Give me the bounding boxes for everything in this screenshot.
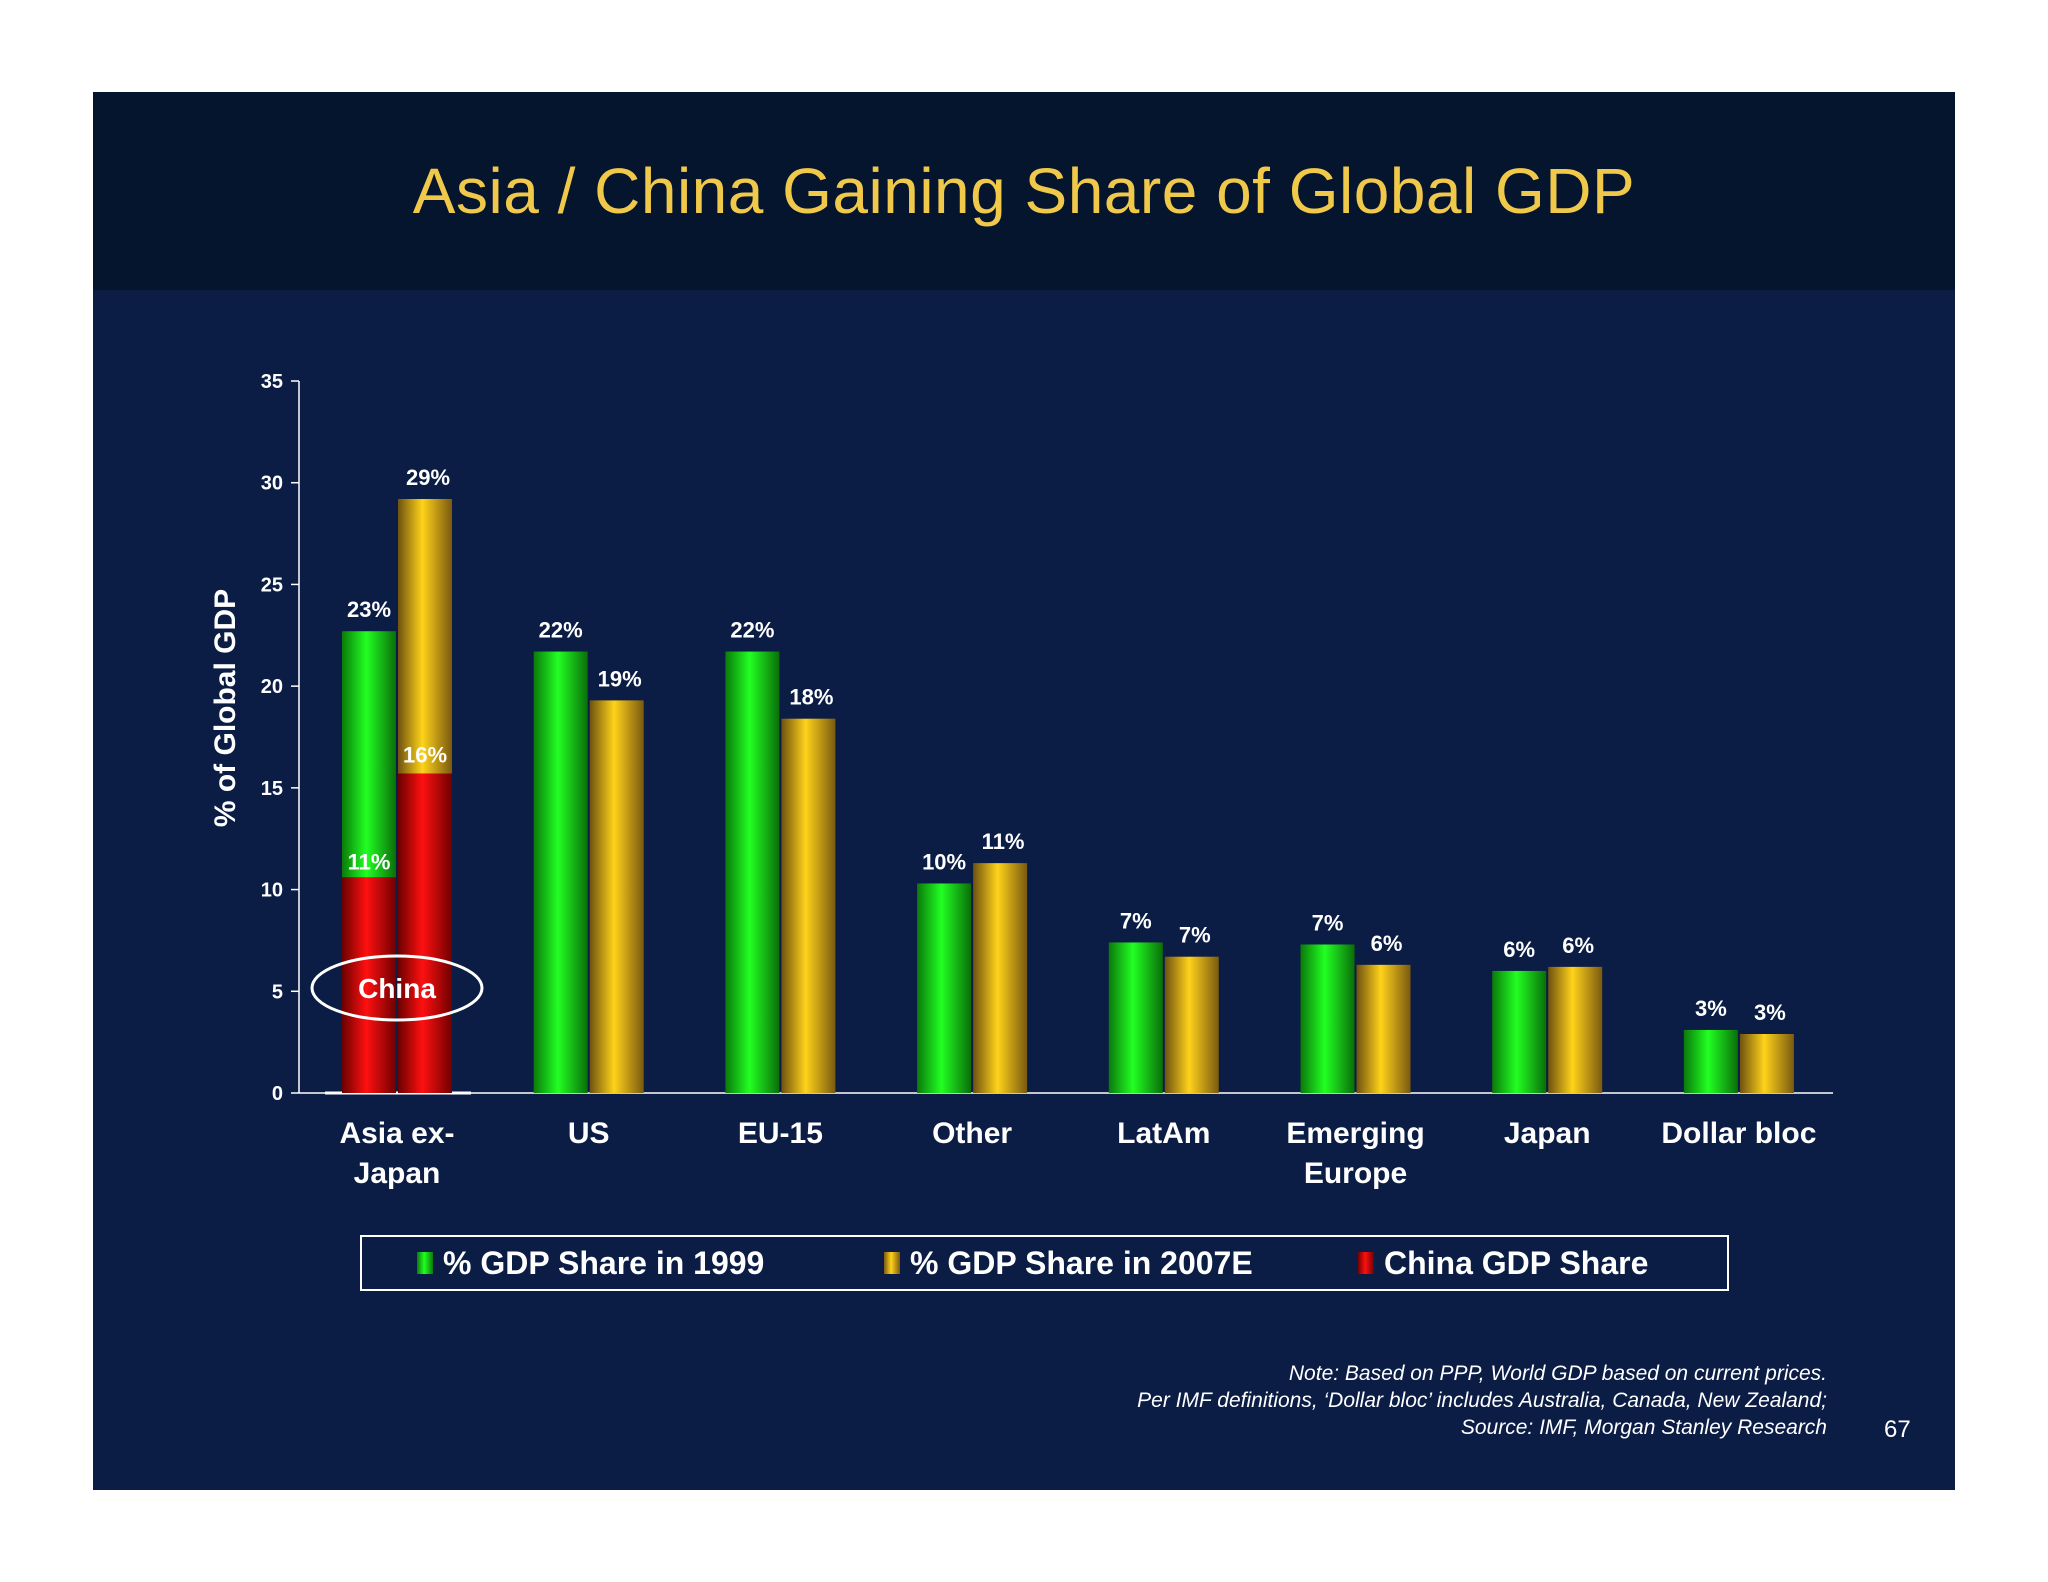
bar-1999 — [1108, 942, 1163, 1093]
data-label-1999: 23% — [347, 597, 391, 622]
x-category-label: Japan — [1504, 1117, 1591, 1150]
note-line: Source: IMF, Morgan Stanley Research — [1460, 1416, 1827, 1439]
y-tick-label: 30 — [261, 473, 283, 495]
legend-label-1999: % GDP Share in 1999 — [443, 1244, 765, 1281]
bar-1999 — [1492, 970, 1547, 1093]
data-label-1999: 22% — [730, 618, 774, 643]
bar-china-2007e — [398, 773, 452, 1093]
data-label-2007e: 11% — [982, 829, 1025, 854]
y-tick-label: 25 — [261, 574, 283, 596]
gdp-share-chart: % of Global GDP 0 5 10 15 20 25 30 35 Asia ex- J… — [209, 371, 1833, 1190]
bar-china-1999 — [342, 877, 396, 1093]
legend-item-2007e: % GDP Share in 2007E — [884, 1237, 1253, 1289]
bar-1999 — [917, 883, 972, 1093]
data-label-2007e: 6% — [1562, 933, 1594, 958]
bar-2007e — [589, 700, 644, 1093]
data-label-2007e: 19% — [598, 666, 642, 691]
x-category-label: LatAm — [1117, 1117, 1210, 1150]
y-tick-label: 5 — [272, 981, 283, 1003]
legend-label-china: China GDP Share — [1384, 1244, 1649, 1281]
data-label-1999: 10% — [922, 849, 966, 874]
data-label-1999: 7% — [1312, 910, 1344, 935]
x-category-label: EU-15 — [738, 1117, 823, 1150]
bar-2007e — [1356, 964, 1411, 1093]
note-line: Per IMF definitions, ‘Dollar bloc’ inclu… — [1137, 1389, 1827, 1412]
x-category-label: Dollar bloc — [1661, 1117, 1816, 1150]
bar-1999 — [533, 651, 588, 1093]
data-label-1999: 7% — [1120, 908, 1152, 933]
china-callout-ellipse — [310, 954, 484, 1022]
bar-2007e — [973, 863, 1028, 1093]
data-label-2007e: 18% — [789, 685, 833, 710]
y-tick-label: 15 — [261, 778, 283, 800]
legend-item-china: China GDP Share — [1358, 1237, 1648, 1289]
data-label-2007e: 29% — [406, 465, 450, 490]
x-category-label: Asia ex- — [339, 1117, 454, 1150]
note-line: Note: Based on PPP, World GDP based on c… — [1288, 1362, 1827, 1385]
bar-1999 — [1300, 944, 1355, 1093]
bar-1999 — [725, 651, 780, 1093]
bar-2007e — [1548, 966, 1603, 1093]
y-tick-label: 20 — [261, 676, 283, 698]
x-category-label: Emerging — [1286, 1117, 1424, 1150]
bar-1999 — [1683, 1029, 1738, 1093]
y-tick-label: 10 — [261, 880, 283, 902]
y-tick-label: 0 — [272, 1083, 283, 1105]
bar-2007e — [398, 498, 452, 774]
x-category-label: Europe — [1304, 1157, 1407, 1190]
data-label-2007e: 3% — [1754, 1000, 1786, 1025]
slide: Asia / China Gaining Share of Global GDP… — [93, 92, 1955, 1490]
x-category-label: Other — [932, 1117, 1012, 1150]
source-notes: Note: Based on PPP, World GDP based on c… — [1137, 1360, 1827, 1441]
data-label-2007e: 6% — [1371, 931, 1403, 956]
data-label-2007e: 7% — [1179, 923, 1211, 948]
data-label-1999: 22% — [539, 618, 583, 643]
y-axis-label: % of Global GDP — [209, 589, 242, 827]
red-bar-swatch-icon — [1358, 1252, 1374, 1274]
legend: % GDP Share in 1999 % GDP Share in 2007E… — [360, 1235, 1729, 1291]
data-label-1999: 6% — [1503, 937, 1535, 962]
title-band — [93, 92, 1955, 290]
x-category-label: Japan — [354, 1157, 441, 1190]
green-bar-swatch-icon — [417, 1252, 433, 1274]
bar-1999 — [342, 631, 396, 878]
bar-2007e — [1164, 956, 1219, 1093]
legend-item-1999: % GDP Share in 1999 — [417, 1237, 764, 1289]
legend-label-2007e: % GDP Share in 2007E — [910, 1244, 1253, 1281]
y-tick-label: 35 — [261, 371, 283, 393]
page-number: 67 — [1884, 1416, 1911, 1443]
data-label-1999: 3% — [1695, 996, 1727, 1021]
china-callout-label: China — [358, 973, 436, 1004]
bar-2007e — [781, 718, 836, 1093]
data-label-china-2007e: 16% — [403, 743, 447, 768]
gold-bar-swatch-icon — [884, 1252, 900, 1274]
bar-2007e — [1739, 1034, 1794, 1093]
x-category-label: US — [568, 1117, 610, 1150]
data-label-china-1999: 11% — [348, 849, 391, 874]
slide-title: Asia / China Gaining Share of Global GDP — [412, 155, 1636, 227]
